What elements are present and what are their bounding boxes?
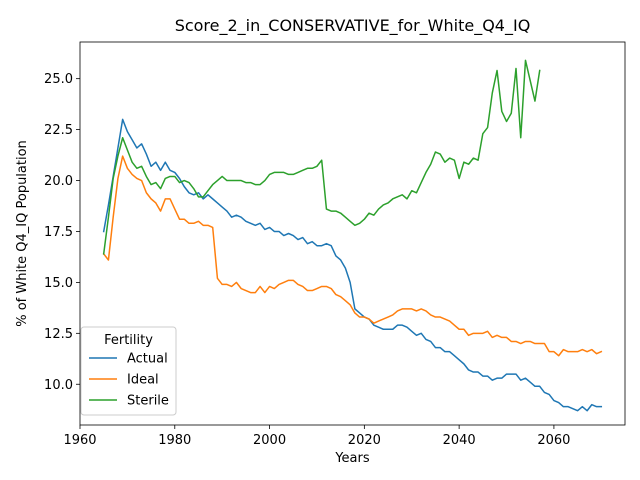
series-line-actual (102, 118, 603, 412)
y-tick-label: 22.5 (44, 123, 73, 138)
x-tick-label: 1960 (63, 433, 96, 448)
legend-label-actual: Actual (127, 352, 168, 367)
x-axis: 1960 1980 2000 2020 2040 2060 (63, 425, 570, 448)
x-tick-label: 2000 (253, 433, 286, 448)
series-lines (102, 59, 603, 412)
x-tick-label: 2060 (537, 433, 570, 448)
y-tick-label: 20.0 (44, 174, 73, 189)
x-tick-label: 2040 (443, 433, 476, 448)
legend: Fertility Actual Ideal Sterile (80, 326, 177, 416)
series-line-ideal (102, 155, 603, 357)
legend-label-ideal: Ideal (127, 373, 159, 388)
chart-title: Score_2_in_CONSERVATIVE_for_White_Q4_IQ (175, 16, 531, 36)
series-line-sterile (102, 59, 541, 255)
x-tick-label: 2020 (348, 433, 381, 448)
x-tick-label: 1980 (158, 433, 191, 448)
plot-area (79, 41, 626, 426)
y-tick-label: 12.5 (44, 327, 73, 342)
legend-label-sterile: Sterile (127, 394, 169, 409)
legend-box (80, 326, 177, 416)
y-tick-label: 25.0 (44, 72, 73, 87)
plot-frame (79, 41, 626, 426)
x-axis-title: Years (334, 451, 370, 466)
legend-title: Fertility (104, 333, 153, 348)
y-tick-label: 15.0 (44, 276, 73, 291)
y-tick-label: 10.0 (44, 378, 73, 393)
y-axis-title: % of White Q4_IQ Population (15, 140, 30, 327)
y-tick-label: 17.5 (44, 225, 73, 240)
y-axis: 10.0 12.5 15.0 17.5 20.0 22.5 25.0 (44, 72, 80, 393)
